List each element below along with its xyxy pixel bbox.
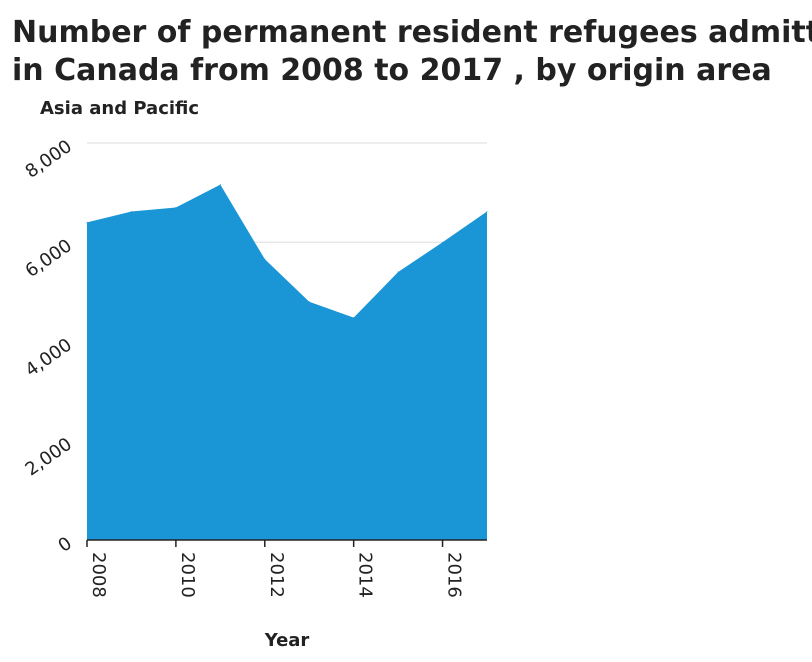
- y-tick-label: 6,000: [22, 235, 76, 282]
- data-point: [397, 271, 399, 273]
- x-axis-label: Year: [264, 630, 310, 651]
- data-point: [130, 210, 132, 212]
- data-point: [86, 221, 88, 223]
- data-point: [442, 241, 444, 243]
- x-tick-label: 2016: [444, 552, 465, 598]
- x-tick-label: 2012: [266, 552, 287, 598]
- x-tick-label: 2014: [355, 552, 376, 598]
- data-point: [308, 301, 310, 303]
- data-point: [175, 207, 177, 209]
- chart-title-line-1: Number of permanent resident refugees ad…: [12, 15, 812, 50]
- y-tick-label: 0: [54, 533, 75, 557]
- x-axis-ticks: 2008 2010 2012 2014 2016: [86, 540, 465, 598]
- x-tick-label: 2010: [177, 552, 198, 598]
- y-tick-label: 4,000: [22, 334, 76, 381]
- y-tick-label: 8,000: [22, 136, 76, 183]
- y-axis-label: Asia and Pacific: [40, 98, 199, 119]
- data-point: [353, 317, 355, 319]
- chart-title-line-2: in Canada from 2008 to 2017 , by origin …: [12, 53, 772, 88]
- x-tick-label: 2008: [88, 552, 109, 598]
- data-point: [486, 210, 488, 212]
- data-point: [219, 184, 221, 186]
- y-tick-label: 2,000: [22, 434, 76, 481]
- y-axis-ticks: 0 2,000 4,000 6,000 8,000: [22, 136, 76, 557]
- data-point: [264, 258, 266, 260]
- area-fill: [87, 184, 487, 540]
- area-series: [86, 184, 488, 540]
